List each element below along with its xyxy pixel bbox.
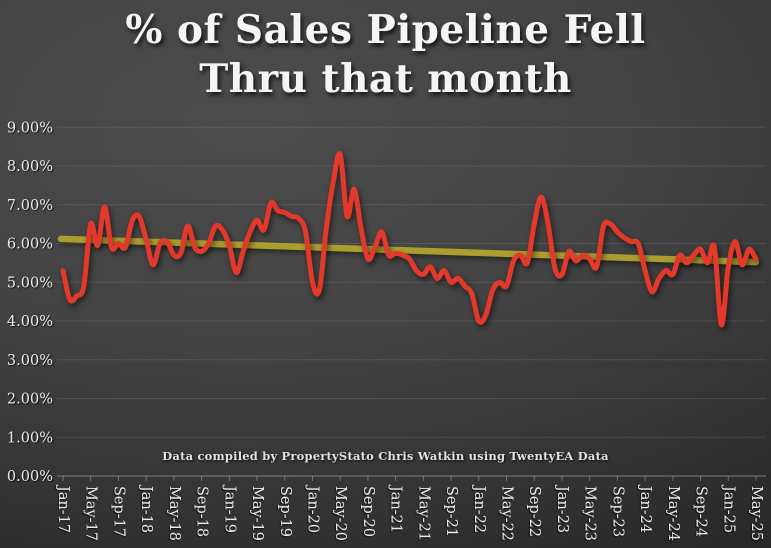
y-tick-label: 8.00% bbox=[7, 159, 53, 175]
y-tick-label: 3.00% bbox=[7, 353, 53, 369]
y-tick-label: 0.00% bbox=[7, 469, 53, 485]
x-tick-label: Sep-22 bbox=[526, 486, 542, 537]
y-tick-label: 9.00% bbox=[7, 120, 53, 136]
y-axis-labels: 0.00% 1.00% 2.00% 3.00% 4.00% 5.00% 6.00% 7.00%… bbox=[7, 120, 53, 485]
x-tick-label: Sep-20 bbox=[360, 486, 376, 537]
y-tick-label: 7.00% bbox=[7, 198, 53, 214]
x-tick-label: Sep-24 bbox=[693, 486, 709, 537]
x-tick-label: Sep-17 bbox=[110, 486, 126, 537]
x-tick-label: Jan-17 bbox=[55, 484, 71, 533]
source-annotation: Data compiled by PropertyStato Chris Wat… bbox=[162, 449, 609, 463]
x-tick-label: Sep-19 bbox=[277, 486, 293, 537]
x-tick-label: May-25 bbox=[748, 486, 764, 541]
y-tick-label: 4.00% bbox=[7, 314, 53, 330]
x-tick-label: Jan-18 bbox=[138, 484, 154, 533]
y-tick-label: 6.00% bbox=[7, 237, 53, 253]
x-tick-label: May-20 bbox=[332, 486, 348, 541]
x-tick-label: May-22 bbox=[499, 486, 515, 541]
x-tick-label: Jan-25 bbox=[720, 484, 736, 533]
chart-title-line1: % of Sales Pipeline Fell bbox=[125, 7, 646, 53]
x-tick-label: Sep-23 bbox=[609, 486, 625, 537]
x-tick-label: Jan-24 bbox=[637, 484, 653, 533]
x-tick-label: Jan-21 bbox=[388, 484, 404, 533]
data-series-line bbox=[60, 150, 759, 328]
chart-title: % of Sales Pipeline Fell Thru that month bbox=[0, 6, 771, 104]
x-tick-label: May-23 bbox=[582, 486, 598, 541]
x-tick-label: Sep-21 bbox=[443, 486, 459, 537]
x-tick-label: Jan-19 bbox=[221, 484, 237, 533]
chart-title-line2: Thru that month bbox=[199, 56, 572, 102]
y-tick-label: 2.00% bbox=[7, 392, 53, 408]
x-tick-label: May-17 bbox=[83, 486, 99, 541]
y-tick-label: 1.00% bbox=[7, 430, 53, 446]
x-tick-label: Sep-18 bbox=[194, 486, 210, 537]
x-tick-label: May-24 bbox=[665, 486, 681, 541]
x-axis-labels: Jan-17 May-17 Sep-17 Jan-18 May-18 Sep-18 Jan-… bbox=[55, 484, 764, 541]
x-tick-label: May-21 bbox=[415, 486, 431, 541]
x-tick-label: May-19 bbox=[249, 486, 265, 541]
x-axis bbox=[57, 475, 766, 481]
x-tick-label: May-18 bbox=[166, 486, 182, 541]
x-tick-label: Jan-23 bbox=[554, 484, 570, 533]
y-tick-label: 5.00% bbox=[7, 275, 53, 291]
x-tick-label: Jan-20 bbox=[304, 484, 320, 533]
x-tick-label: Jan-22 bbox=[471, 484, 487, 533]
